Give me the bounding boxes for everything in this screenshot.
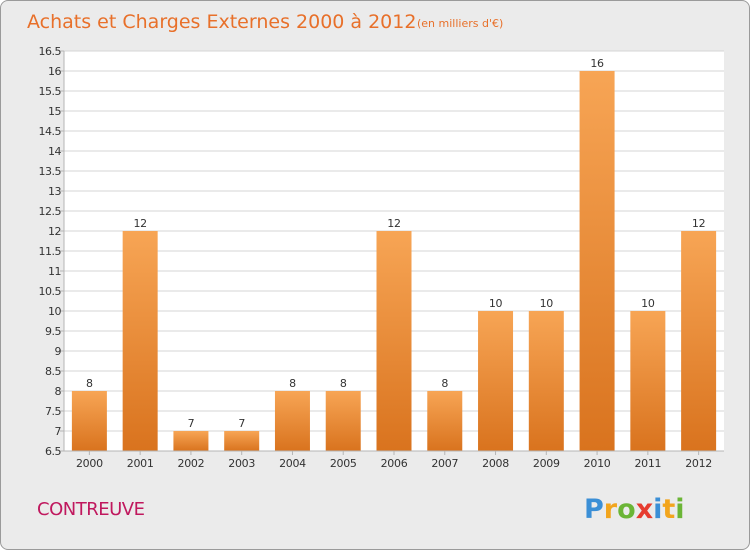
y-tick-label: 15.5 <box>39 85 62 98</box>
data-label: 12 <box>692 217 705 230</box>
y-tick-label: 13 <box>48 185 61 198</box>
y-tick-label: 10 <box>48 305 61 318</box>
data-labels: 8 12 7 7 8 8 12 8 10 10 16 10 12 <box>86 57 706 430</box>
y-tick-label: 7.5 <box>45 405 61 418</box>
y-tick-label: 16 <box>48 65 61 78</box>
data-label: 10 <box>489 297 503 310</box>
bar-2001 <box>122 231 158 451</box>
data-label: 7 <box>188 417 195 430</box>
data-label: 8 <box>289 377 296 390</box>
y-axis-ticks: 6.5 7 7.5 8 8.5 9 9.5 10 10.5 11 11.5 12 12.5 13 13.5 1… <box>39 45 64 458</box>
y-tick-label: 11 <box>48 265 61 278</box>
x-tick-label: 2001 <box>127 457 154 470</box>
x-tick-label: 2005 <box>330 457 357 470</box>
data-label: 10 <box>540 297 554 310</box>
data-label: 16 <box>590 57 604 70</box>
x-tick-label: 2006 <box>381 457 408 470</box>
logo-letter: t <box>662 494 675 525</box>
x-tick-label: 2004 <box>279 457 306 470</box>
data-label: 12 <box>133 217 146 230</box>
x-tick-label: 2011 <box>634 457 661 470</box>
logo-letter: r <box>604 494 618 525</box>
proxiti-logo: Proxiti <box>584 494 685 525</box>
bar-2003 <box>224 431 260 451</box>
city-name: CONTREUVE <box>37 499 145 520</box>
data-label: 12 <box>387 217 400 230</box>
x-tick-label: 2000 <box>76 457 103 470</box>
x-tick-label: 2002 <box>178 457 205 470</box>
y-tick-label: 12.5 <box>39 205 62 218</box>
data-label: 8 <box>441 377 448 390</box>
y-tick-label: 11.5 <box>39 245 62 258</box>
logo-letter: i <box>653 494 662 525</box>
y-tick-label: 15 <box>48 105 61 118</box>
y-tick-label: 14.5 <box>39 125 62 138</box>
bar-2002 <box>173 431 209 451</box>
y-tick-label: 9.5 <box>45 325 61 338</box>
data-label: 8 <box>340 377 347 390</box>
y-tick-label: 14 <box>48 145 61 158</box>
x-tick-label: 2008 <box>482 457 509 470</box>
x-tick-label: 2012 <box>685 457 712 470</box>
bar-2006 <box>376 231 412 451</box>
bar-2007 <box>427 391 463 451</box>
bar-2000 <box>71 391 107 451</box>
x-tick-label: 2007 <box>431 457 458 470</box>
y-tick-label: 7 <box>55 425 62 438</box>
bar-2004 <box>274 391 310 451</box>
y-tick-label: 12 <box>48 225 61 238</box>
bar-2009 <box>528 311 564 451</box>
x-tick-label: 2009 <box>533 457 560 470</box>
bar-2012 <box>681 231 717 451</box>
logo-letter: x <box>636 494 653 525</box>
x-tick-label: 2003 <box>228 457 255 470</box>
logo-letter: P <box>584 494 604 525</box>
bar-2005 <box>325 391 361 451</box>
bar-2008 <box>478 311 514 451</box>
data-label: 7 <box>238 417 245 430</box>
data-label: 10 <box>641 297 655 310</box>
data-label: 8 <box>86 377 93 390</box>
chart-unit-note: (en milliers d'€) <box>417 17 503 30</box>
chart-title: Achats et Charges Externes 2000 à 2012 <box>27 11 416 33</box>
bar-2010 <box>579 71 615 451</box>
x-axis-ticks: 2000 2001 2002 2003 2004 2005 2006 2007 2008 2009… <box>76 451 712 470</box>
bar-2011 <box>630 311 666 451</box>
bars <box>71 71 717 451</box>
y-tick-label: 9 <box>55 345 62 358</box>
x-tick-label: 2010 <box>584 457 611 470</box>
y-tick-label: 6.5 <box>45 445 61 458</box>
y-tick-label: 10.5 <box>39 285 62 298</box>
y-tick-label: 13.5 <box>39 165 62 178</box>
y-tick-label: 16.5 <box>39 45 62 58</box>
logo-letter: i <box>675 494 684 525</box>
y-tick-label: 8 <box>55 385 62 398</box>
logo-letter: o <box>617 494 636 525</box>
y-tick-label: 8.5 <box>45 365 61 378</box>
